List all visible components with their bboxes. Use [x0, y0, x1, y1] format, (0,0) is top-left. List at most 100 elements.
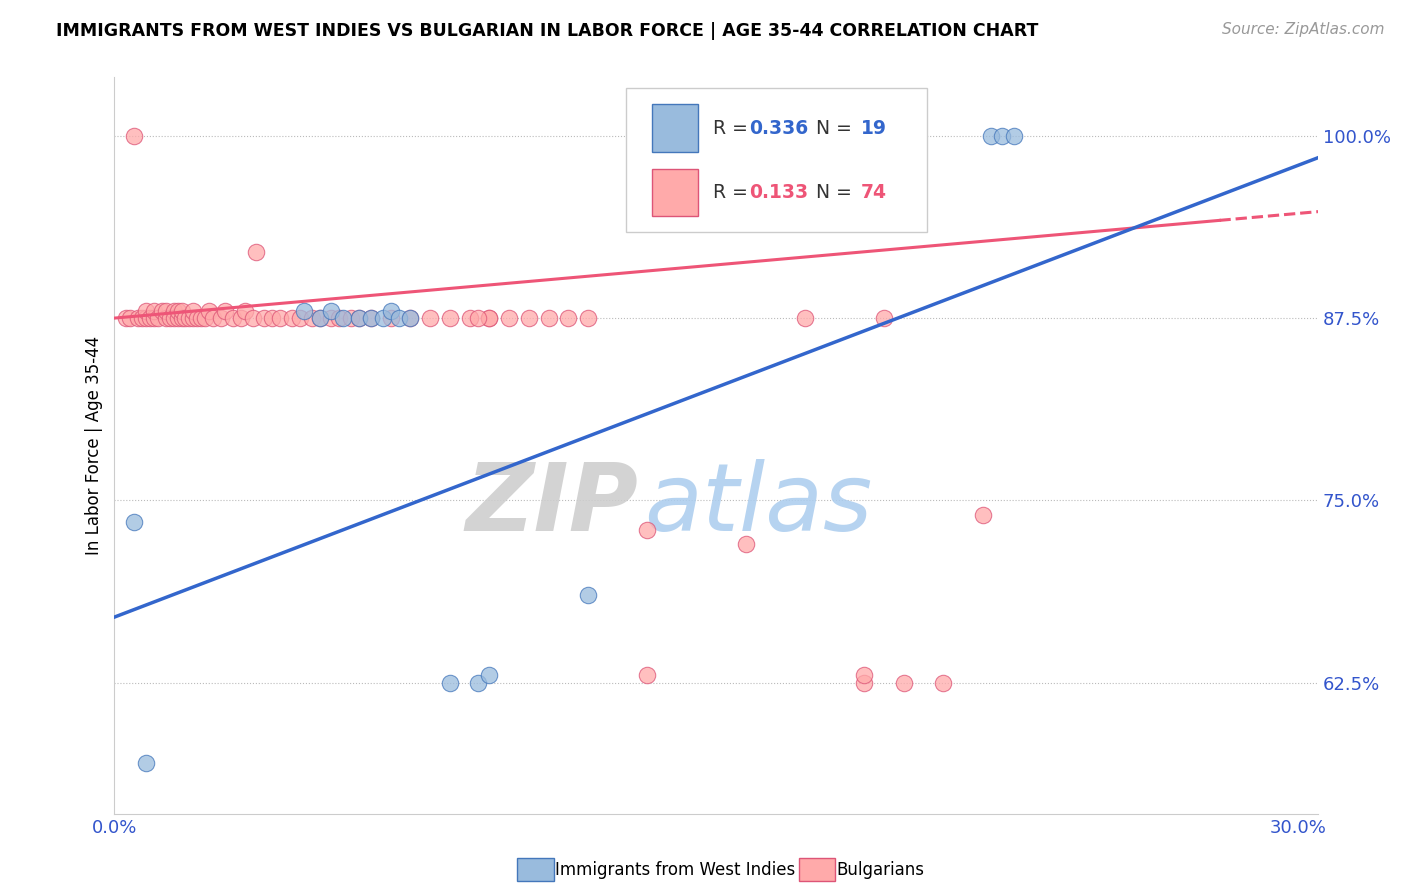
Text: 0.133: 0.133 [749, 183, 808, 202]
Point [155, 303, 177, 318]
Point [517, 311, 540, 326]
Text: N =: N = [804, 183, 858, 202]
Point [174, 311, 197, 326]
Point [122, 128, 145, 143]
Point [980, 128, 1002, 143]
Point [636, 668, 658, 682]
Point [242, 311, 264, 326]
Point [146, 311, 169, 326]
Point [292, 303, 315, 318]
Point [380, 303, 402, 318]
Point [467, 311, 489, 326]
Point [135, 311, 157, 326]
Point [127, 311, 149, 326]
Point [340, 311, 363, 326]
Point [347, 311, 370, 326]
Point [439, 311, 461, 326]
Point [183, 303, 205, 318]
Point [893, 675, 915, 690]
Point [332, 311, 354, 326]
Point [170, 303, 193, 318]
Text: R =: R = [713, 119, 754, 137]
Point [166, 303, 188, 318]
Point [932, 675, 955, 690]
Point [198, 303, 221, 318]
Point [142, 303, 165, 318]
Point [387, 311, 409, 326]
Point [281, 311, 304, 326]
Text: Bulgarians: Bulgarians [837, 861, 925, 879]
Point [498, 311, 520, 326]
Point [122, 516, 145, 530]
Point [162, 303, 184, 318]
Point [179, 311, 201, 326]
FancyBboxPatch shape [652, 169, 699, 217]
Point [794, 311, 817, 326]
Point [399, 311, 422, 326]
Point [222, 311, 245, 326]
Point [194, 311, 217, 326]
Point [576, 588, 599, 602]
Point [288, 311, 311, 326]
Text: 19: 19 [860, 119, 887, 137]
Text: R =: R = [713, 183, 754, 202]
Point [170, 311, 193, 326]
Point [209, 311, 232, 326]
Text: ZIP: ZIP [465, 458, 638, 550]
Point [399, 311, 422, 326]
Point [478, 311, 501, 326]
Point [142, 311, 165, 326]
Point [360, 311, 382, 326]
FancyBboxPatch shape [626, 88, 927, 232]
Point [229, 311, 252, 326]
Point [794, 172, 817, 186]
Text: IMMIGRANTS FROM WEST INDIES VS BULGARIAN IN LABOR FORCE | AGE 35-44 CORRELATION : IMMIGRANTS FROM WEST INDIES VS BULGARIAN… [56, 22, 1039, 40]
Point [734, 537, 756, 551]
Y-axis label: In Labor Force | Age 35-44: In Labor Force | Age 35-44 [86, 336, 103, 556]
Point [115, 311, 138, 326]
Text: 0.336: 0.336 [749, 119, 808, 137]
Text: 74: 74 [860, 183, 887, 202]
Point [537, 311, 560, 326]
Point [269, 311, 291, 326]
Point [308, 311, 330, 326]
Point [166, 311, 188, 326]
Point [873, 311, 896, 326]
Point [183, 311, 205, 326]
Point [245, 245, 267, 260]
Point [972, 508, 994, 522]
Point [150, 303, 173, 318]
Point [120, 311, 142, 326]
Point [233, 303, 256, 318]
Point [557, 311, 579, 326]
Point [576, 311, 599, 326]
Point [853, 675, 876, 690]
Text: atlas: atlas [644, 459, 872, 550]
Point [439, 675, 461, 690]
Point [419, 311, 441, 326]
Point [328, 311, 350, 326]
Point [253, 311, 276, 326]
Point [159, 311, 181, 326]
Point [347, 311, 370, 326]
Point [186, 311, 208, 326]
Point [380, 311, 402, 326]
Point [991, 128, 1014, 143]
Point [214, 303, 236, 318]
Point [190, 311, 212, 326]
Point [478, 668, 501, 682]
Text: Source: ZipAtlas.com: Source: ZipAtlas.com [1222, 22, 1385, 37]
FancyBboxPatch shape [652, 104, 699, 152]
Point [139, 311, 162, 326]
Point [135, 756, 157, 770]
Point [321, 303, 343, 318]
Point [467, 675, 489, 690]
Point [155, 311, 177, 326]
Point [853, 668, 876, 682]
Point [135, 303, 157, 318]
Point [1002, 128, 1025, 143]
Point [371, 311, 394, 326]
Text: Immigrants from West Indies: Immigrants from West Indies [555, 861, 796, 879]
Point [478, 311, 501, 326]
Point [262, 311, 284, 326]
